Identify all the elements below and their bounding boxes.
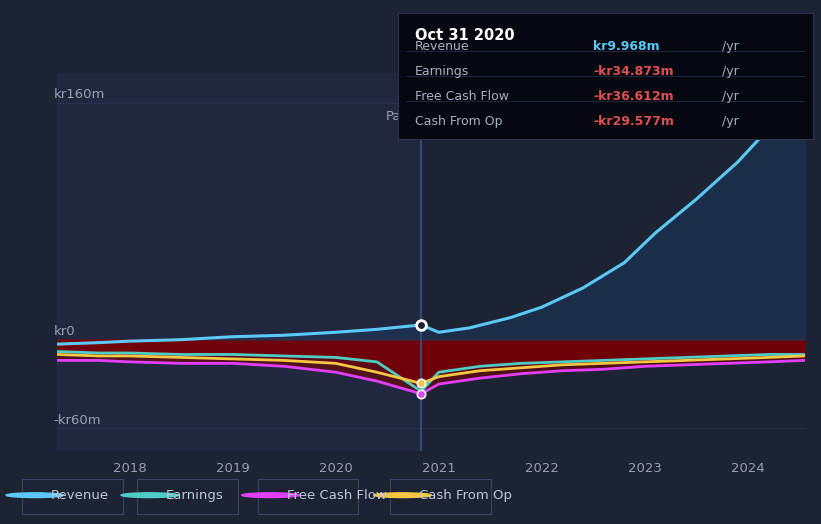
Text: -kr29.577m: -kr29.577m	[593, 115, 674, 128]
Text: /yr: /yr	[722, 90, 738, 103]
Text: kr160m: kr160m	[53, 88, 105, 101]
Text: Free Cash Flow: Free Cash Flow	[415, 90, 509, 103]
FancyBboxPatch shape	[22, 479, 123, 514]
Bar	[57, 73, 421, 451]
Circle shape	[374, 493, 431, 498]
FancyBboxPatch shape	[390, 479, 491, 514]
Text: /yr: /yr	[722, 64, 738, 78]
FancyBboxPatch shape	[137, 479, 238, 514]
Text: Past: Past	[386, 111, 414, 123]
Text: /yr: /yr	[722, 115, 738, 128]
FancyBboxPatch shape	[258, 479, 358, 514]
Circle shape	[241, 493, 299, 498]
Text: Analysts Forecasts: Analysts Forecasts	[429, 111, 553, 123]
Text: kr9.968m: kr9.968m	[593, 39, 660, 52]
Text: -kr34.873m: -kr34.873m	[593, 64, 674, 78]
Text: Earnings: Earnings	[415, 64, 469, 78]
Text: Revenue: Revenue	[415, 39, 470, 52]
Text: Revenue: Revenue	[51, 489, 109, 501]
Text: Free Cash Flow: Free Cash Flow	[287, 489, 386, 501]
Text: Earnings: Earnings	[166, 489, 223, 501]
Text: Cash From Op: Cash From Op	[419, 489, 511, 501]
Text: Oct 31 2020: Oct 31 2020	[415, 28, 515, 43]
Text: kr0: kr0	[53, 325, 76, 338]
Text: -kr60m: -kr60m	[53, 413, 101, 427]
Circle shape	[121, 493, 178, 498]
Text: Cash From Op: Cash From Op	[415, 115, 502, 128]
Circle shape	[6, 493, 63, 498]
Text: /yr: /yr	[722, 39, 738, 52]
Text: -kr36.612m: -kr36.612m	[593, 90, 674, 103]
